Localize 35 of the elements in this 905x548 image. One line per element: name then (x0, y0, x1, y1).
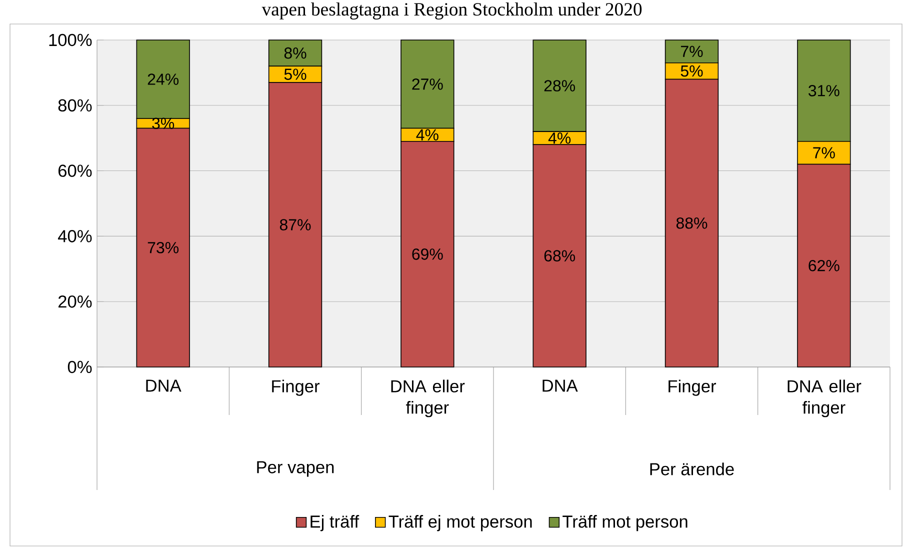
data-label: 62% (808, 260, 840, 272)
data-label: 7% (681, 46, 703, 58)
data-label: 27% (412, 78, 443, 90)
y-tick-label: 40% (58, 230, 92, 242)
legend-label: Träff ej mot person (388, 515, 532, 532)
data-label: 69% (412, 248, 443, 260)
data-label: 7% (813, 147, 835, 158)
legend-label: Ej träff (310, 515, 360, 532)
y-tick-label: 20% (58, 295, 92, 308)
y-tick-label: 80% (58, 99, 92, 112)
data-label: 5% (680, 65, 703, 77)
data-label: 8% (284, 47, 306, 59)
x-tick-label: DNA (146, 380, 182, 392)
y-tick-label: 0% (68, 360, 92, 374)
data-label: 87% (280, 219, 311, 230)
data-label: 73% (148, 242, 179, 254)
data-label: 31% (808, 85, 840, 96)
data-label: 68% (544, 250, 576, 262)
data-label: 4% (416, 129, 438, 140)
data-label: 24% (148, 74, 179, 85)
data-label: 28% (544, 80, 576, 92)
legend-label: Träff mot person (562, 515, 688, 532)
y-tick-label: 100% (49, 34, 92, 46)
chart-title: vapen beslagtagna i Region Stockholm under 2020 (262, 2, 642, 20)
x-tick-label: DNA (542, 380, 578, 392)
x-tick-label: Finger (668, 380, 716, 396)
data-label: 5% (284, 68, 306, 80)
y-tick-label: 60% (58, 164, 92, 177)
data-label: 4% (548, 132, 571, 144)
data-label: 88% (676, 217, 708, 229)
x-tick-label: DNA eller finger (788, 380, 862, 418)
x-tick-label: DNA eller finger (391, 380, 465, 418)
text: Per ärende (650, 462, 734, 476)
text: Per vapen (257, 461, 334, 477)
x-tick-label: Finger (272, 380, 320, 396)
